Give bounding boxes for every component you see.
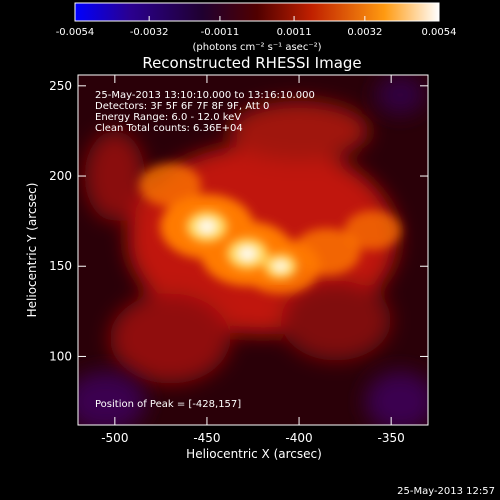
dark-region <box>365 371 428 425</box>
colorbar-tick-label: 0.0054 <box>422 27 457 38</box>
emission-source <box>344 210 401 250</box>
info-line: 25-May-2013 13:10:10.000 to 13:16:10.000 <box>95 90 315 101</box>
dark-region <box>78 371 146 425</box>
colorbar: -0.0054 -0.0032 -0.0011 0.0011 0.0032 0.0054 … <box>56 2 457 53</box>
plot-area: -500 -450 -400 -350 100 150 200 250 <box>49 74 429 445</box>
emission-peak <box>198 220 215 233</box>
x-tick-label: -500 <box>101 431 128 445</box>
info-line: Detectors: 3F 5F 6F 7F 8F 9F, Att 0 <box>95 101 269 112</box>
emission-peak <box>274 261 287 271</box>
y-axis-label: Heliocentric Y (arcsec) <box>25 183 39 318</box>
x-axis-label: Heliocentric X (arcsec) <box>186 447 322 461</box>
emission-peak <box>239 247 256 260</box>
x-tick-label: -400 <box>285 431 312 445</box>
plot-frame <box>77 74 429 426</box>
colorbar-tick-label: 0.0032 <box>347 27 382 38</box>
emission-cores <box>186 211 297 279</box>
dark-regions <box>78 75 428 425</box>
peak-position-label: Position of Peak = [-428,157] <box>95 399 241 410</box>
colorbar-unit-label: (photons cm⁻² s⁻¹ asec⁻²) <box>192 42 321 53</box>
emission-halo <box>280 280 391 361</box>
y-tick-label: 200 <box>49 169 72 183</box>
colorbar-tick-label: -0.0054 <box>56 27 95 38</box>
dark-region <box>375 75 426 115</box>
y-tick-label: 100 <box>49 349 72 363</box>
y-tick-label: 150 <box>49 259 72 273</box>
colorbar-gradient <box>74 2 440 22</box>
x-tick-label: -450 <box>193 431 220 445</box>
colorbar-tick-label: 0.0011 <box>277 27 312 38</box>
x-tick-label: -350 <box>378 431 405 445</box>
emission-halo <box>229 100 370 161</box>
emission-halo <box>110 293 231 384</box>
colorbar-tick-label: -0.0032 <box>130 27 169 38</box>
emission-source <box>292 228 361 276</box>
chart-title: Reconstructed RHESSI Image <box>142 54 361 72</box>
info-text-block: 25-May-2013 13:10:10.000 to 13:16:10.000… <box>95 90 315 134</box>
colorbar-tick-label: -0.0011 <box>201 27 240 38</box>
info-line: Energy Range: 6.0 - 12.0 keV <box>95 112 241 123</box>
emission-source <box>139 163 202 207</box>
y-tick-label: 250 <box>49 79 72 93</box>
info-line: Clean Total counts: 6.36E+04 <box>95 123 243 134</box>
footer-timestamp: 25-May-2013 12:57 <box>397 486 495 497</box>
emission-halo <box>84 131 145 222</box>
